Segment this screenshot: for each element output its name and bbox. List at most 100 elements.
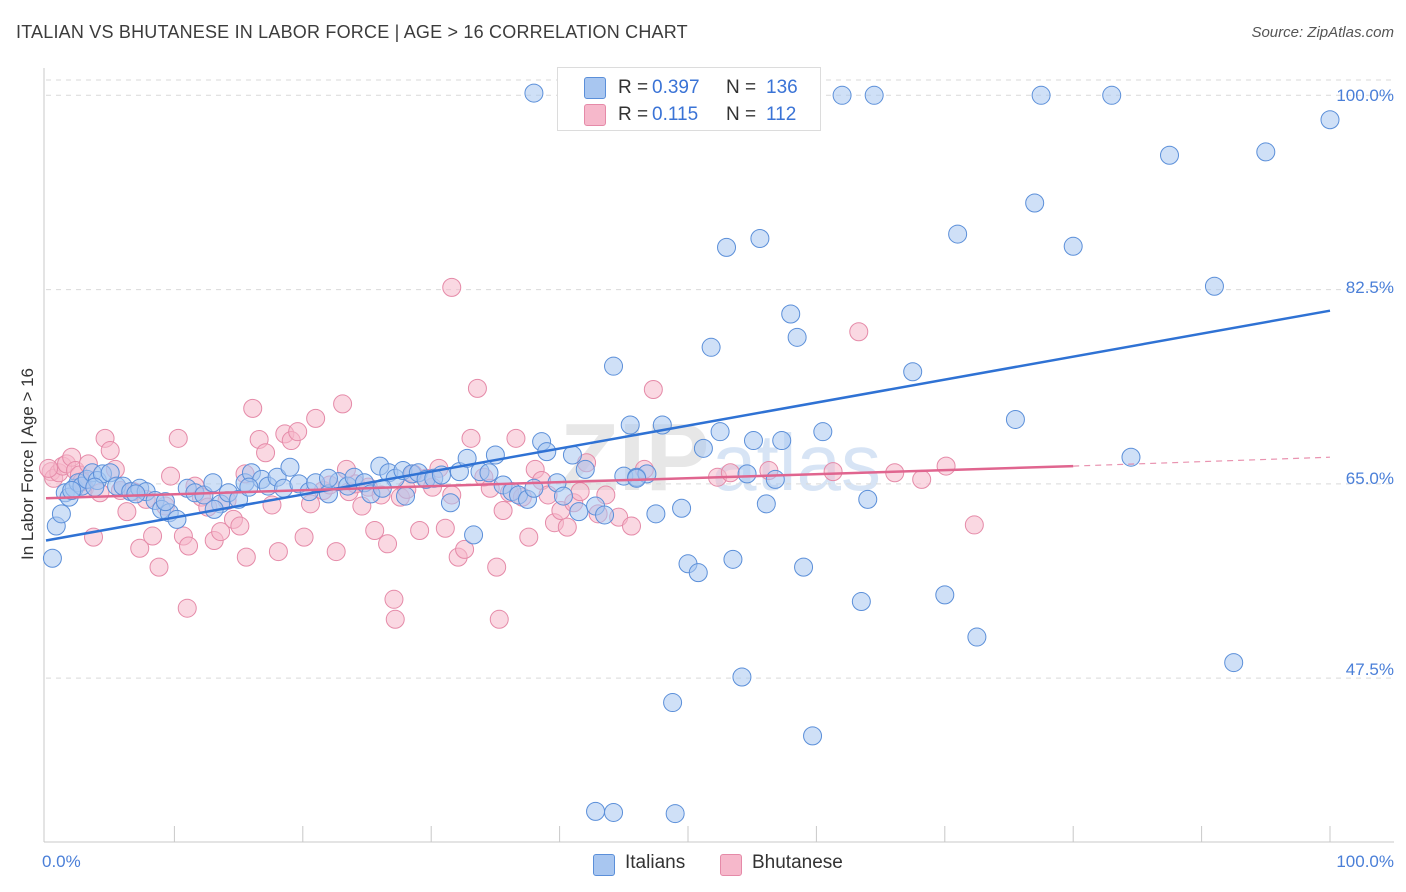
bhutanese-trend-line [45, 464, 1074, 500]
bhutanese-point [442, 277, 462, 297]
bhutanese-point [570, 482, 590, 502]
italians-point [1256, 142, 1276, 162]
italians-point [732, 667, 752, 687]
source-label: Source: ZipAtlas.com [1251, 24, 1394, 41]
bhutanese-point [849, 322, 869, 342]
legend-row-italians: R = 0.397 N = 136 [558, 74, 820, 102]
bhutanese-point [333, 394, 353, 414]
legend-r-label: R = [618, 104, 649, 125]
x-tick-label-max: 100.0% [1336, 852, 1394, 871]
italians-point [229, 489, 249, 509]
bhutanese-point [326, 542, 346, 562]
bhutanese-point [268, 542, 288, 562]
bhutanese-point [256, 443, 276, 463]
bhutanese-point [557, 517, 577, 537]
italians-point [1102, 85, 1122, 105]
italians-point [1320, 110, 1340, 130]
bhutanese-point [964, 515, 984, 535]
italians-point [1063, 236, 1083, 256]
italians-point [62, 481, 82, 501]
italians-point [126, 484, 146, 504]
italians-point [1005, 409, 1025, 429]
italians-point [663, 693, 683, 713]
italians-point [710, 422, 730, 442]
bhutanese-point [130, 538, 150, 558]
italians-point [688, 563, 708, 583]
bhutanese-point [385, 609, 405, 629]
italians-point [553, 486, 573, 506]
bhutanese-point [365, 520, 385, 540]
italians-point [935, 585, 955, 605]
italians-swatch [593, 854, 615, 876]
italians-point [464, 525, 484, 545]
italians-point [832, 85, 852, 105]
italians-point [524, 83, 544, 103]
bhutanese-point [506, 428, 526, 448]
bhutanese-point [306, 408, 326, 428]
italians-point [864, 85, 884, 105]
bhutanese-point [461, 428, 481, 448]
italians-point [803, 726, 823, 746]
bhutanese-trend-extension [1073, 456, 1331, 467]
bhutanese-point [912, 469, 932, 489]
bhutanese-point [489, 609, 509, 629]
italians-point [562, 445, 582, 465]
italians-point [318, 468, 338, 488]
bhutanese-point [936, 456, 956, 476]
italians-point [693, 438, 713, 458]
italians-point [794, 557, 814, 577]
italians-point [903, 362, 923, 382]
trend-lines [45, 309, 1331, 542]
italians-point [967, 627, 987, 647]
legend-n-label: N = [726, 104, 757, 125]
bhutanese-point [236, 547, 256, 567]
italians-point [85, 477, 105, 497]
italians-point [1031, 85, 1051, 105]
bhutanese-point [288, 422, 308, 442]
bhutanese-point [384, 589, 404, 609]
grid-lines [46, 79, 1394, 679]
italians-point [1025, 193, 1045, 213]
italians-point [620, 415, 640, 435]
bhutanese-point [378, 534, 398, 554]
italians-trend-line [45, 309, 1331, 542]
italians-point [595, 505, 615, 525]
stats-legend: R = 0.397 N = 136 R = 0.115 N = 112 [557, 67, 821, 131]
bhutanese-point [467, 378, 487, 398]
bhutanese-point [179, 536, 199, 556]
bhutanese-point [493, 500, 513, 520]
italians-point [457, 448, 477, 468]
bhutanese-point [230, 516, 250, 536]
italians-point [569, 502, 589, 522]
bhutanese-point [177, 598, 197, 618]
italians-point [701, 337, 721, 357]
bhutanese-point [243, 398, 263, 418]
italians-point [765, 469, 785, 489]
italians-point [781, 304, 801, 324]
bhutanese-point [100, 441, 120, 461]
italians-point [604, 802, 624, 822]
italians-point [723, 549, 743, 569]
italians-swatch [584, 77, 606, 99]
bhutanese-point [487, 557, 507, 577]
legend-n-value: 136 [766, 77, 798, 98]
italians-point [396, 486, 416, 506]
italians-point [858, 489, 878, 509]
italians-point [750, 229, 770, 249]
bhutanese-point [149, 557, 169, 577]
italians-point [772, 431, 792, 451]
italians-point [1160, 145, 1179, 165]
italians-point [239, 477, 259, 497]
bhutanese-point [294, 527, 314, 547]
italians-point [586, 801, 606, 821]
italians-point [627, 468, 647, 488]
italians-point [737, 464, 757, 484]
y-tick-label-47-5: 47.5% [1345, 660, 1394, 679]
legend-r-value: 0.397 [652, 77, 700, 98]
x-tick-label-min: 0.0% [42, 852, 81, 871]
bhutanese-point [455, 539, 475, 559]
bhutanese-point [720, 463, 740, 483]
italians-point [440, 493, 460, 513]
chart-title: ITALIAN VS BHUTANESE IN LABOR FORCE | AG… [16, 22, 688, 42]
